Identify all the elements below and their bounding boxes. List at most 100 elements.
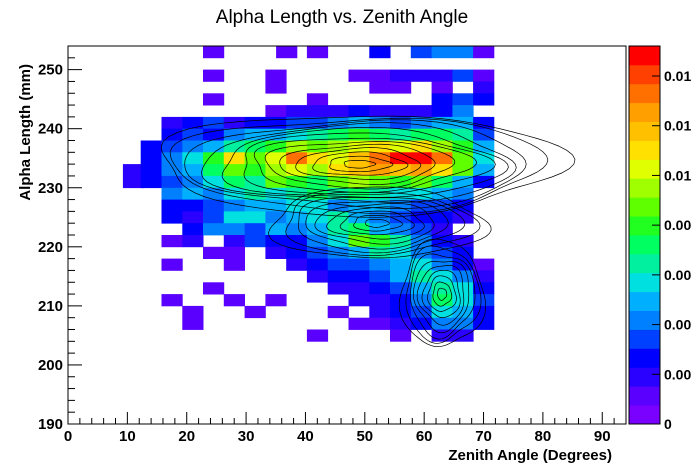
heatmap-bin — [265, 223, 287, 236]
heatmap-bin — [161, 235, 183, 248]
heatmap-bin — [140, 164, 162, 177]
heatmap-bin — [203, 69, 225, 82]
heatmap-bin — [452, 199, 474, 212]
heatmap-bin — [265, 140, 287, 153]
heatmap-bin — [182, 140, 204, 153]
heatmap-bin — [369, 69, 391, 82]
heatmap-bin — [348, 282, 370, 295]
heatmap-bin — [244, 128, 266, 141]
heatmap-bin — [431, 258, 453, 271]
colorbar-tick-label: 0.00 — [664, 366, 691, 382]
heatmap-bin — [369, 46, 391, 59]
heatmap-bin — [348, 152, 370, 165]
y-tick-label: 230 — [38, 180, 63, 197]
heatmap-bin — [473, 93, 495, 106]
heatmap-bin — [327, 152, 349, 165]
colorbar-segment — [629, 386, 660, 406]
heatmap-bin — [306, 152, 329, 165]
heatmap-bin — [306, 105, 329, 118]
heatmap-bin — [431, 46, 453, 59]
heatmap-bin — [306, 235, 329, 248]
heatmap-bin — [244, 175, 266, 189]
heatmap-bin — [369, 235, 391, 248]
heatmap-bin — [390, 211, 412, 224]
colorbar-segment — [629, 46, 660, 66]
contour-line — [353, 214, 403, 232]
heatmap-bin — [348, 128, 370, 141]
heatmap-bin — [182, 199, 204, 212]
heatmap-bin — [452, 294, 474, 307]
heatmap-bin — [410, 46, 432, 59]
heatmap-bin — [265, 105, 287, 118]
heatmap-bin — [431, 128, 453, 141]
heatmap-bin — [265, 246, 287, 259]
heatmap-bin — [265, 211, 287, 224]
heatmap-bin — [473, 258, 495, 271]
y-tick-label: 200 — [38, 357, 63, 374]
heatmap-bin — [161, 187, 183, 200]
heatmap-bin — [182, 152, 204, 165]
contour-line — [184, 119, 527, 209]
heatmap-bin — [327, 128, 349, 141]
heatmap-bin — [244, 223, 266, 236]
heatmap-bin — [306, 164, 329, 177]
heatmap-bin — [452, 69, 474, 82]
heatmap-bin — [369, 81, 391, 94]
contour-line — [279, 143, 436, 185]
colorbar-segment — [629, 159, 660, 179]
heatmap-bin — [327, 305, 349, 319]
heatmap-bin — [410, 258, 432, 271]
contour-line — [339, 210, 415, 236]
contour-line — [312, 151, 409, 176]
heatmap-bin — [431, 105, 453, 118]
heatmap-bin — [410, 294, 432, 307]
x-tick-label: 90 — [594, 428, 611, 445]
heatmap-bin — [286, 187, 308, 200]
chart-title: Alpha Length vs. Zenith Angle — [216, 7, 468, 28]
heatmap-bin — [203, 223, 225, 236]
heatmap-bin — [369, 258, 391, 271]
heatmap-bin — [431, 270, 453, 283]
heatmap-bin — [182, 223, 204, 236]
heatmap-bin — [223, 152, 245, 165]
x-tick-label: 0 — [64, 428, 72, 445]
heatmap-bin — [452, 317, 474, 330]
contour-line — [432, 281, 453, 307]
colorbar-segment — [629, 83, 660, 104]
heatmap-bin — [182, 187, 204, 200]
heatmap-bin — [348, 258, 370, 271]
heatmap-bin — [327, 211, 349, 224]
heatmap-bin — [390, 223, 412, 236]
color-scale-bar: 0 0.00 0.00 0.00 0.00 0.01 0.01 0.01 — [628, 45, 691, 432]
heatmap-bin — [161, 116, 183, 130]
colorbar-segment — [629, 178, 660, 198]
contour-lines — [160, 115, 576, 348]
heatmap-bin — [161, 258, 183, 271]
heatmap-bin — [286, 152, 308, 165]
heatmap-bin — [348, 105, 370, 118]
heatmap-bin — [244, 140, 266, 153]
heatmap-bin — [390, 317, 412, 330]
heatmap-bin — [452, 93, 474, 106]
heatmap-bin — [161, 199, 183, 212]
x-axis-label: Zenith Angle (Degrees) — [448, 447, 612, 464]
heatmap-bin — [473, 140, 495, 153]
heatmap-bin — [203, 164, 225, 177]
colorbar-tick-label: 0.00 — [664, 217, 691, 233]
heatmap-bin — [431, 93, 453, 106]
heatmap-bin — [161, 164, 183, 177]
heatmap-bin — [223, 164, 245, 177]
heatmap-bin — [265, 152, 287, 165]
heatmap-bin — [473, 152, 495, 165]
y-axis: 190 200 210 220 230 240 250 — [38, 45, 82, 433]
y-tick-label: 250 — [38, 62, 63, 79]
heatmap-bin — [473, 305, 495, 319]
colorbar-tick-label: 0.00 — [664, 317, 691, 333]
heatmap-bin — [348, 235, 370, 248]
heatmap-bin — [369, 294, 391, 307]
heatmap-bin — [286, 105, 308, 118]
heatmap-bin — [182, 317, 204, 330]
contour-line — [343, 160, 377, 169]
x-tick-label: 50 — [356, 428, 373, 445]
